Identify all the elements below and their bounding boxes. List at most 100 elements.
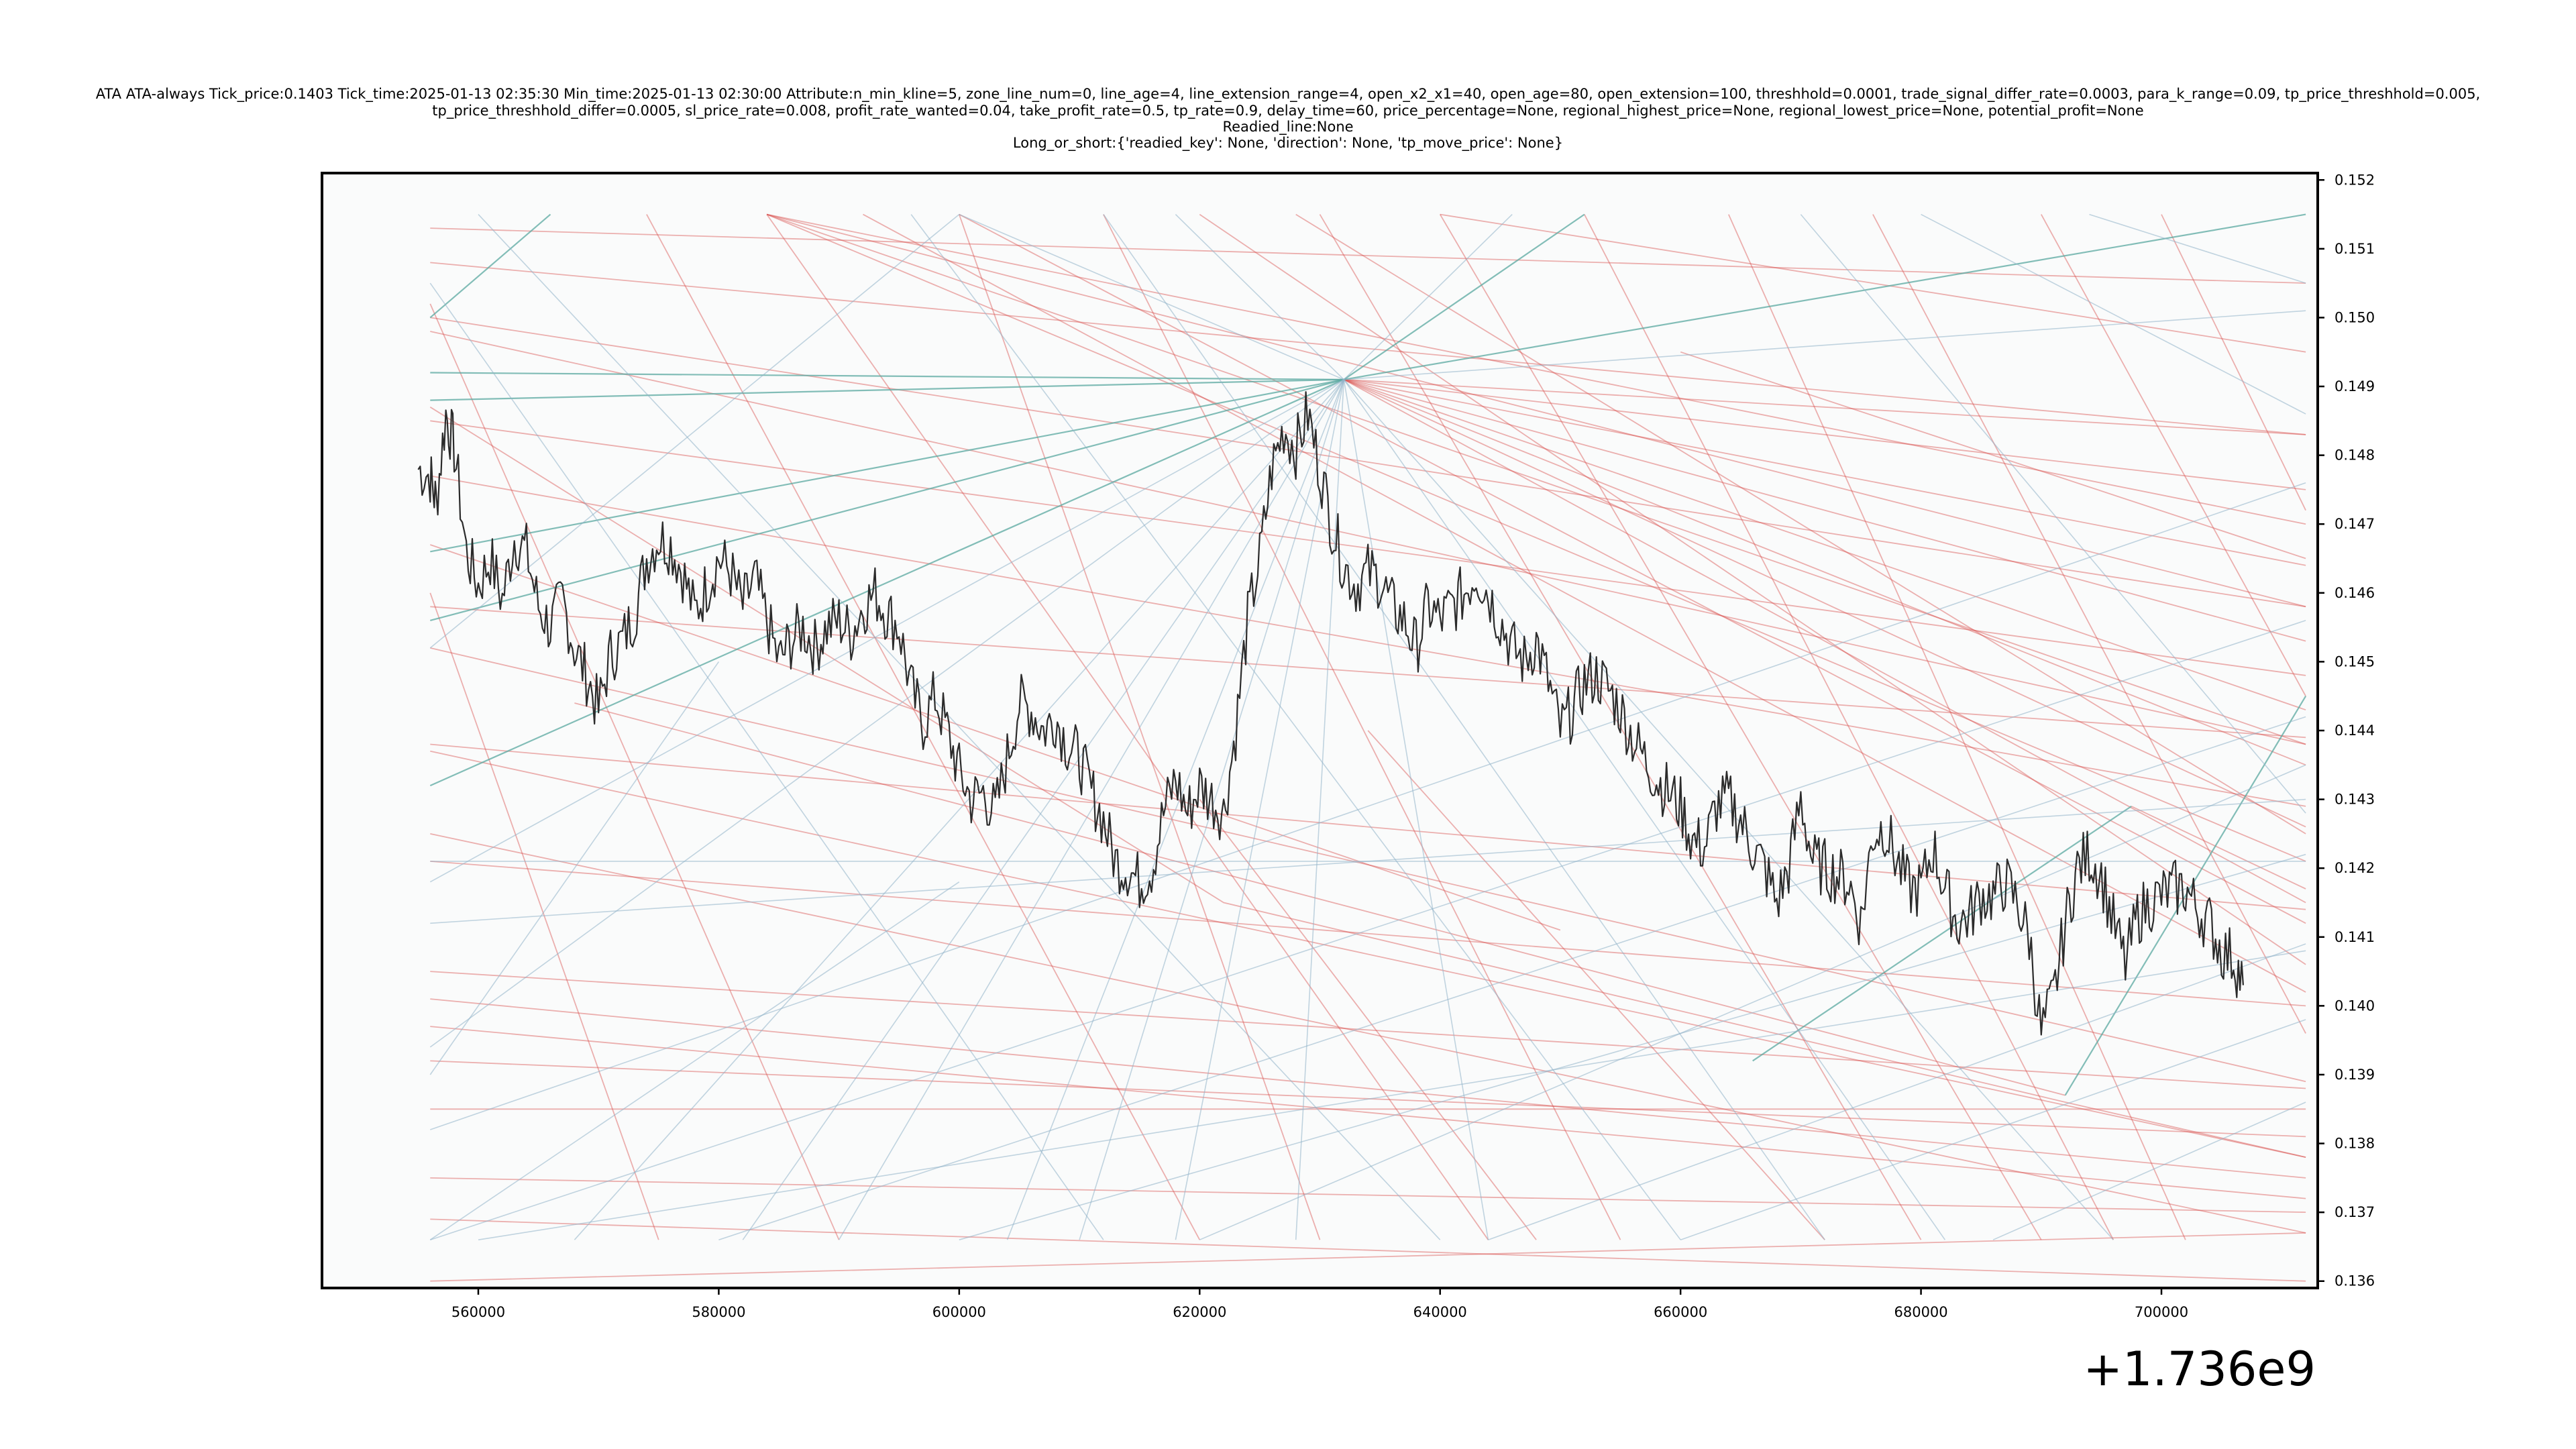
support-line-18 <box>430 620 2306 1240</box>
resistance-line-52 <box>1199 799 1537 1240</box>
y-tick-label: 0.144 <box>2334 722 2375 739</box>
support-line-20 <box>718 716 2306 1240</box>
title-line-4: Long_or_short:{'readied_key': None, 'dir… <box>1013 135 1563 152</box>
x-tick-label: 560000 <box>451 1304 505 1320</box>
resistance-line-44 <box>1439 214 2042 1240</box>
support-line-0 <box>1006 379 1345 1240</box>
y-tick-label: 0.136 <box>2334 1273 2375 1289</box>
resistance-line-25 <box>430 317 2306 608</box>
x-axis: 560000 580000 600000 620000 640000 660000 6800… <box>451 1288 2188 1320</box>
support-line-26 <box>1992 1102 2306 1240</box>
x-tick-label: 600000 <box>932 1304 986 1320</box>
y-tick-label: 0.149 <box>2334 378 2375 394</box>
resistance-line-6 <box>1343 378 2306 828</box>
support-line-28 <box>429 661 720 1075</box>
y-tick-label: 0.139 <box>2334 1067 2375 1083</box>
y-tick-label: 0.145 <box>2334 653 2375 669</box>
resistance-line-54 <box>2131 806 2306 890</box>
trend-line-teal-3 <box>430 378 1344 621</box>
resistance-line-17 <box>430 1026 2306 1199</box>
trend-line-teal-2 <box>429 378 1344 787</box>
support-line-31 <box>910 214 1681 1240</box>
support-line-9 <box>742 379 1344 1240</box>
resistance-line-20 <box>430 1177 2306 1213</box>
resistance-line-3 <box>1344 378 2306 490</box>
resistance-line-42 <box>1103 214 1621 1240</box>
x-tick-label: 660000 <box>1654 1304 1707 1320</box>
y-tick-label: 0.143 <box>2334 792 2375 808</box>
resistance-line-45 <box>1584 214 2114 1240</box>
trend-line-teal-6 <box>430 372 1344 380</box>
resistance-line-21 <box>430 1232 2306 1282</box>
y-tick-label: 0.142 <box>2334 860 2375 876</box>
resistance-line-33 <box>1199 213 2306 965</box>
resistance-line-35 <box>1680 351 2306 559</box>
support-line-36 <box>429 213 960 649</box>
resistance-line-7 <box>1343 379 2306 904</box>
price-line <box>417 391 2244 1036</box>
y-tick-label: 0.150 <box>2334 309 2375 325</box>
resistance-line-5 <box>1343 378 2306 766</box>
resistance-line-30 <box>430 475 2306 807</box>
resistance-line-46 <box>1727 214 2186 1240</box>
x-tick-label: 680000 <box>1894 1304 1947 1320</box>
y-axis: 0.136 0.137 0.138 0.139 0.140 0.141 0.142 0.143… <box>2318 172 2375 1289</box>
support-line-23 <box>478 950 2306 1240</box>
support-line-25 <box>1680 1019 2306 1240</box>
support-line-5 <box>1343 379 1489 1240</box>
plot-background <box>322 173 2318 1288</box>
support-line-19 <box>430 482 2306 1130</box>
resistance-line-22 <box>430 1218 2306 1282</box>
trend-line-teal-5 <box>430 378 1344 401</box>
resistance-line-40 <box>646 214 1201 1240</box>
price-series <box>417 391 2244 1036</box>
trend-line-teal-1 <box>1344 213 2306 380</box>
support-line-11 <box>429 379 1344 1048</box>
resistance-line-14 <box>430 647 2306 1083</box>
resistance-line-47 <box>1872 214 2306 1034</box>
y-tick-label: 0.152 <box>2334 172 2375 188</box>
support-line-15 <box>1344 310 2306 380</box>
resistance-line-34 <box>1295 213 2306 835</box>
resistance-line-12 <box>429 407 2306 1158</box>
resistance-line-2 <box>1344 378 2306 711</box>
support-line-34 <box>1921 213 2306 415</box>
resistance-line-39 <box>766 214 1489 1240</box>
resistance-line-32 <box>959 213 2306 924</box>
chart-title: ATA ATA-always Tick_price:0.1403 Tick_ti… <box>96 86 2481 152</box>
y-tick-label: 0.151 <box>2334 241 2375 257</box>
resistance-line-38 <box>574 702 2065 1096</box>
trend-line-teal-8 <box>1752 805 2132 1062</box>
support-line-32 <box>1103 214 1825 1240</box>
resistance-line-51 <box>429 592 659 1240</box>
resistance-line-31 <box>863 213 2306 993</box>
support-line-13 <box>1343 214 1513 380</box>
support-line-27 <box>429 881 960 1240</box>
title-line-2: tp_price_threshhold_differ=0.0005, sl_pr… <box>432 103 2143 119</box>
resistance-line-26 <box>430 262 2306 435</box>
title-line-1: ATA ATA-always Tick_price:0.1403 Tick_ti… <box>96 86 2481 103</box>
support-line-29 <box>429 282 1104 1240</box>
resistance-line-13 <box>430 544 1561 931</box>
support-line-30 <box>478 214 1441 1240</box>
support-line-24 <box>1488 943 2306 1240</box>
y-tick-label: 0.140 <box>2334 998 2375 1014</box>
x-offset-label: +1.736e9 <box>2083 1342 2316 1397</box>
support-line-7 <box>1343 379 2114 1240</box>
support-line-6 <box>1343 379 1946 1240</box>
title-line-3: Readied_line:None <box>1222 119 1353 136</box>
x-tick-label: 580000 <box>692 1304 745 1320</box>
support-line-35 <box>2089 213 2306 284</box>
resistance-line-27 <box>430 331 2306 745</box>
resistance-line-9 <box>766 213 2306 862</box>
support-line-22 <box>1199 764 2306 1240</box>
x-tick-label: 620000 <box>1173 1304 1226 1320</box>
plot-area <box>322 173 2318 1288</box>
resistance-line-4 <box>1344 378 2306 435</box>
y-tick-label: 0.138 <box>2334 1136 2375 1152</box>
y-tick-label: 0.148 <box>2334 447 2375 464</box>
x-tick-label: 700000 <box>2135 1304 2188 1320</box>
resistance-line-0 <box>1344 378 2306 566</box>
resistance-line-8 <box>766 213 2306 745</box>
